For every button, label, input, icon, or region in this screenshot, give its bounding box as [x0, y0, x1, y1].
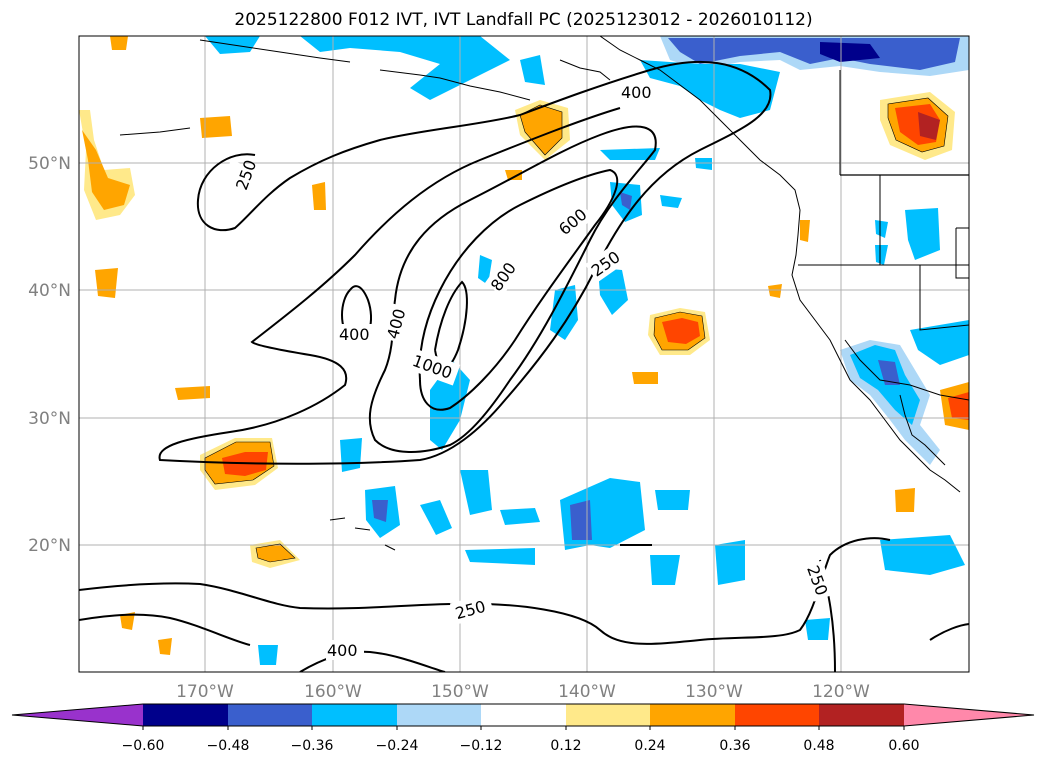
colorbar-segment [735, 704, 819, 726]
colorbar-tick-label: 0.36 [719, 738, 750, 754]
colorbar-tick-label: 0.60 [888, 738, 919, 754]
contour-label: 400 [621, 83, 652, 102]
pc-outlines [204, 97, 949, 563]
colorbar-tick-label: −0.48 [207, 738, 250, 754]
lon-label: 140°W [558, 682, 616, 702]
colorbar-extend-low [12, 704, 143, 726]
colorbar-tick-label: 0.48 [803, 738, 834, 754]
contour-label: 400 [339, 325, 370, 344]
colorbar-ticks: −0.60 −0.48 −0.36 −0.24 −0.12 0.12 0.24 … [122, 738, 920, 754]
colorbar-segment [397, 704, 481, 726]
colorbar-tick-label: −0.60 [122, 738, 165, 754]
positive-pc-shading [79, 36, 969, 655]
map-panel: 250 400 600 800 1000 400 400 250 250 250… [79, 36, 969, 672]
colorbar-segment [312, 704, 397, 726]
contour-labels: 250 400 600 800 1000 400 400 250 250 250… [221, 82, 835, 660]
colorbar-segment [481, 704, 566, 726]
colorbar-segment [228, 704, 312, 726]
colorbar-tick-label: −0.36 [291, 738, 334, 754]
colorbar-extend-high [904, 704, 1034, 726]
lon-label: 130°W [685, 682, 743, 702]
coastlines [119, 36, 969, 551]
colorbar-segment [650, 704, 735, 726]
latitude-labels: 50°N 40°N 30°N 20°N [28, 154, 71, 556]
longitude-labels: 170°W 160°W 150°W 140°W 130°W 120°W [176, 682, 870, 702]
lon-label: 160°W [304, 682, 362, 702]
colorbar-tick-label: −0.24 [376, 738, 419, 754]
colorbar-tick-label: 0.12 [550, 738, 581, 754]
colorbar-segment [819, 704, 904, 726]
lat-label: 40°N [28, 281, 71, 301]
lat-label: 30°N [28, 409, 71, 429]
colorbar-segment [143, 704, 228, 726]
colorbar-segment [566, 704, 650, 726]
map-frame [78, 35, 970, 673]
contour-label: 400 [327, 641, 358, 660]
lon-label: 120°W [812, 682, 870, 702]
lat-label: 20°N [28, 536, 71, 556]
colorbar-segments [11, 703, 1035, 730]
lon-label: 150°W [431, 682, 489, 702]
colorbar-tick-label: −0.12 [460, 738, 503, 754]
lon-label: 170°W [176, 682, 234, 702]
figure-title: 2025122800 F012 IVT, IVT Landfall PC (20… [234, 10, 813, 30]
colorbar-tick-label: 0.24 [634, 738, 665, 754]
lat-label: 50°N [28, 154, 71, 174]
